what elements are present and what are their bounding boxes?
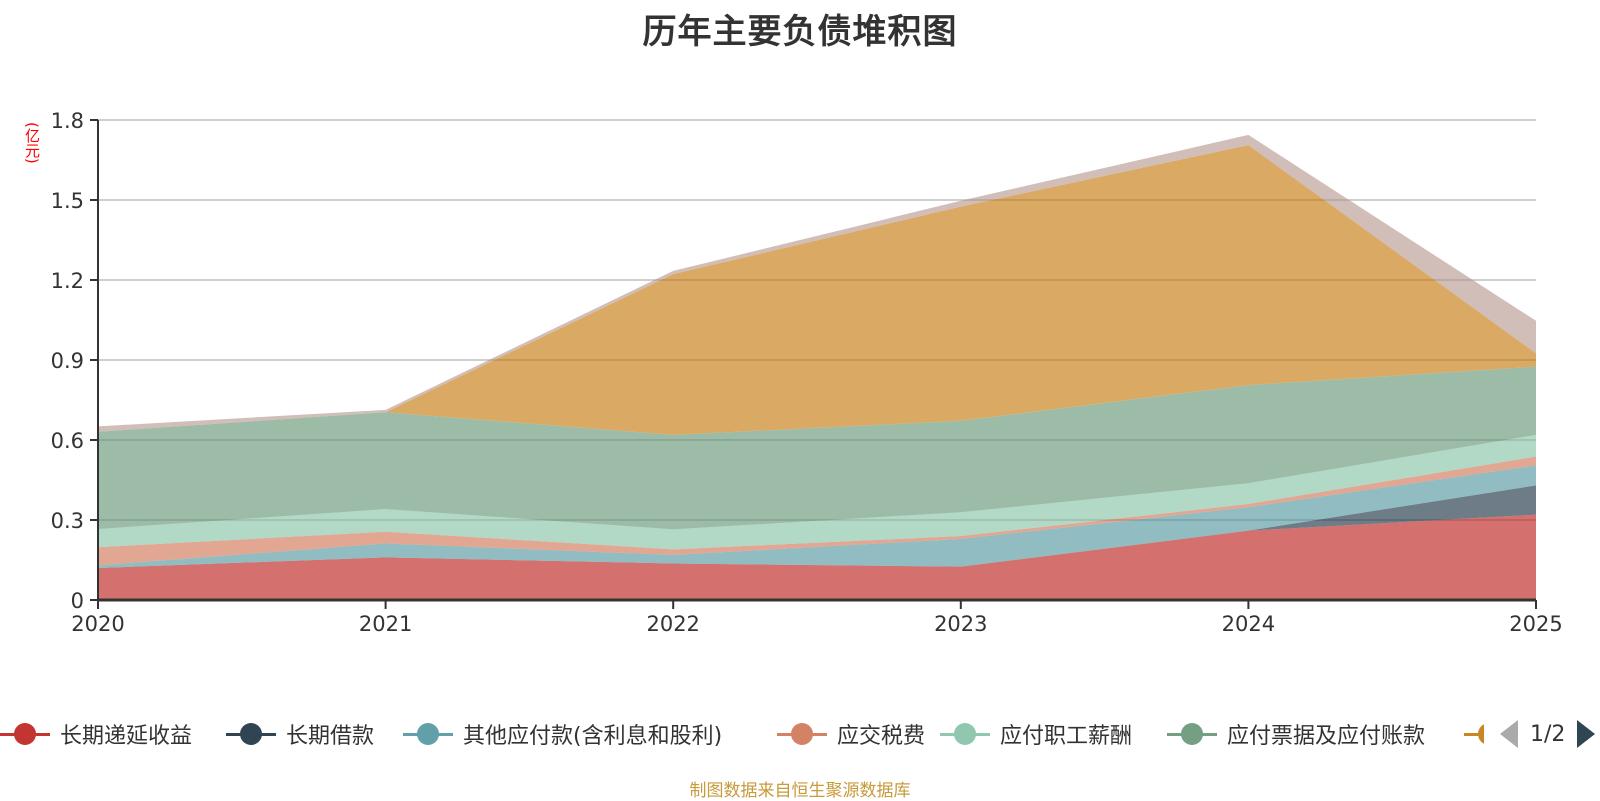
legend-prev-page-button[interactable] xyxy=(1500,720,1518,748)
legend-marker-icon xyxy=(0,716,50,752)
legend-item[interactable]: 应交税费 xyxy=(777,716,925,752)
x-tick-label: 2023 xyxy=(934,612,987,636)
legend-label: 其他应付款(含利息和股利) xyxy=(463,724,723,749)
legend-marker-icon xyxy=(1464,716,1484,752)
legend-item[interactable]: 应付票据及应付账款 xyxy=(1167,716,1425,752)
x-tick-label: 2024 xyxy=(1222,612,1275,636)
legend-label: 应付职工薪酬 xyxy=(1000,724,1133,749)
area-series-3 xyxy=(98,456,1536,566)
area-series-5 xyxy=(98,366,1536,530)
y-tick-label: 0.9 xyxy=(51,349,84,373)
area-series-4 xyxy=(98,434,1536,550)
x-tick-label: 2020 xyxy=(71,612,124,636)
legend-item[interactable]: 长期递延收益 xyxy=(0,716,192,752)
legend-marker-icon xyxy=(940,716,990,752)
legend-pager: 1/2 xyxy=(1500,716,1596,752)
area-series-2 xyxy=(98,465,1536,568)
legend-item[interactable]: 应付职工薪酬 xyxy=(940,716,1132,752)
x-tick-label: 2021 xyxy=(359,612,412,636)
y-tick-label: 0.3 xyxy=(51,509,84,533)
x-tick-label: 2025 xyxy=(1509,612,1562,636)
legend-marker-icon xyxy=(226,716,276,752)
legend-item[interactable]: 其他应付款(含利息和股利) xyxy=(403,716,722,752)
legend-label: 应付票据及应付账款 xyxy=(1227,724,1426,749)
y-tick-label: 1.5 xyxy=(51,189,84,213)
axes: 0 0.3 0.6 0.9 1.2 1.5 1.8 2020 2021 2022 2023 2024 2… xyxy=(51,109,1563,636)
legend-next-page-button[interactable] xyxy=(1577,720,1596,748)
chart-title: 历年主要负债堆积图 xyxy=(642,12,958,52)
y-axis-unit-label: (亿元) xyxy=(23,122,41,164)
legend-label: 长期递延收益 xyxy=(60,724,193,749)
legend-item-partial[interactable] xyxy=(1464,716,1484,752)
legend-marker-icon xyxy=(403,716,453,752)
area-series-0 xyxy=(98,514,1536,600)
x-tick-label: 2022 xyxy=(646,612,699,636)
area-series-layer xyxy=(98,134,1536,600)
legend-label: 应交税费 xyxy=(837,724,926,749)
legend: 长期递延收益 长期借款 其他应付款(含利息和股利) 应交税费 应付职工薪酬 应付票据及应付… xyxy=(0,716,1600,752)
legend-marker-icon xyxy=(777,716,827,752)
legend-item[interactable]: 长期借款 xyxy=(226,716,374,752)
area-series-6 xyxy=(98,145,1536,435)
legend-page-indicator: 1/2 xyxy=(1530,721,1566,747)
data-source-note: 制图数据来自恒生聚源数据库 xyxy=(689,781,911,801)
legend-label: 长期借款 xyxy=(286,724,375,749)
y-tick-label: 0.6 xyxy=(51,429,84,453)
y-tick-label: 0 xyxy=(71,589,84,613)
legend-marker-icon xyxy=(1167,716,1217,752)
y-tick-label: 1.2 xyxy=(51,269,84,293)
y-tick-label: 1.8 xyxy=(51,109,84,133)
